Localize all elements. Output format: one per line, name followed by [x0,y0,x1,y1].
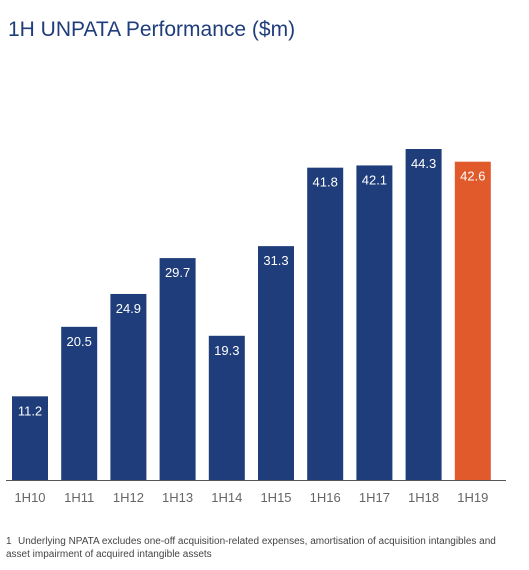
bar-1h12 [110,293,147,480]
bar-1h14 [208,335,245,480]
x-tick-label-1h18: 1H18 [408,490,439,505]
x-tick-label-1h15: 1H15 [260,490,291,505]
bar-1h11 [61,326,98,480]
bar-1h13 [159,258,196,480]
x-tick-label-1h12: 1H12 [113,490,144,505]
bars-group [12,149,491,481]
footnote-marker: 1 [6,536,12,547]
data-label-1h11: 20.5 [67,334,92,349]
x-tick-label-1h16: 1H16 [310,490,341,505]
x-tick-label-1h17: 1H17 [359,490,390,505]
x-tick-label-1h19: 1H19 [457,490,488,505]
data-label-1h17: 42.1 [362,172,387,187]
x-tick-labels-group: 1H10 1H11 1H12 1H13 1H14 1H15 1H16 1H17 1H18 1H19 [14,490,488,505]
x-tick-label-1h11: 1H11 [64,490,94,505]
data-label-1h18: 44.3 [411,156,436,171]
bar-1h15 [258,246,294,480]
data-label-1h10: 11.2 [18,403,42,418]
bar-1h16 [307,167,344,481]
footnote-text: Underlying NPATA excludes one-off acquis… [6,536,496,560]
data-label-1h12: 24.9 [116,301,141,316]
data-label-1h15: 31.3 [263,253,288,268]
footnote: 1 Underlying NPATA excludes one-off acqui… [6,535,521,561]
bar-1h17 [356,165,393,480]
x-tick-label-1h14: 1H14 [211,490,242,505]
data-label-1h16: 41.8 [313,175,338,190]
data-label-1h13: 29.7 [165,265,190,280]
x-tick-label-1h10: 1H10 [14,490,45,505]
data-labels-group: 11.2 20.5 24.9 29.7 19.3 31.3 41.8 42.1 44.3 42.6 [18,156,486,418]
data-label-1h19: 42.6 [460,169,485,184]
data-label-1h14: 19.3 [214,343,239,358]
x-tick-label-1h13: 1H13 [162,490,193,505]
chart-title: 1H UNPATA Performance ($m) [8,18,296,41]
bar-chart: 11.2 20.5 24.9 29.7 19.3 31.3 41.8 42.1 44.3 42.6… [6,149,506,505]
bar-1h10 [12,396,48,480]
bar-1h19 [454,161,491,480]
bar-1h18 [405,149,442,480]
